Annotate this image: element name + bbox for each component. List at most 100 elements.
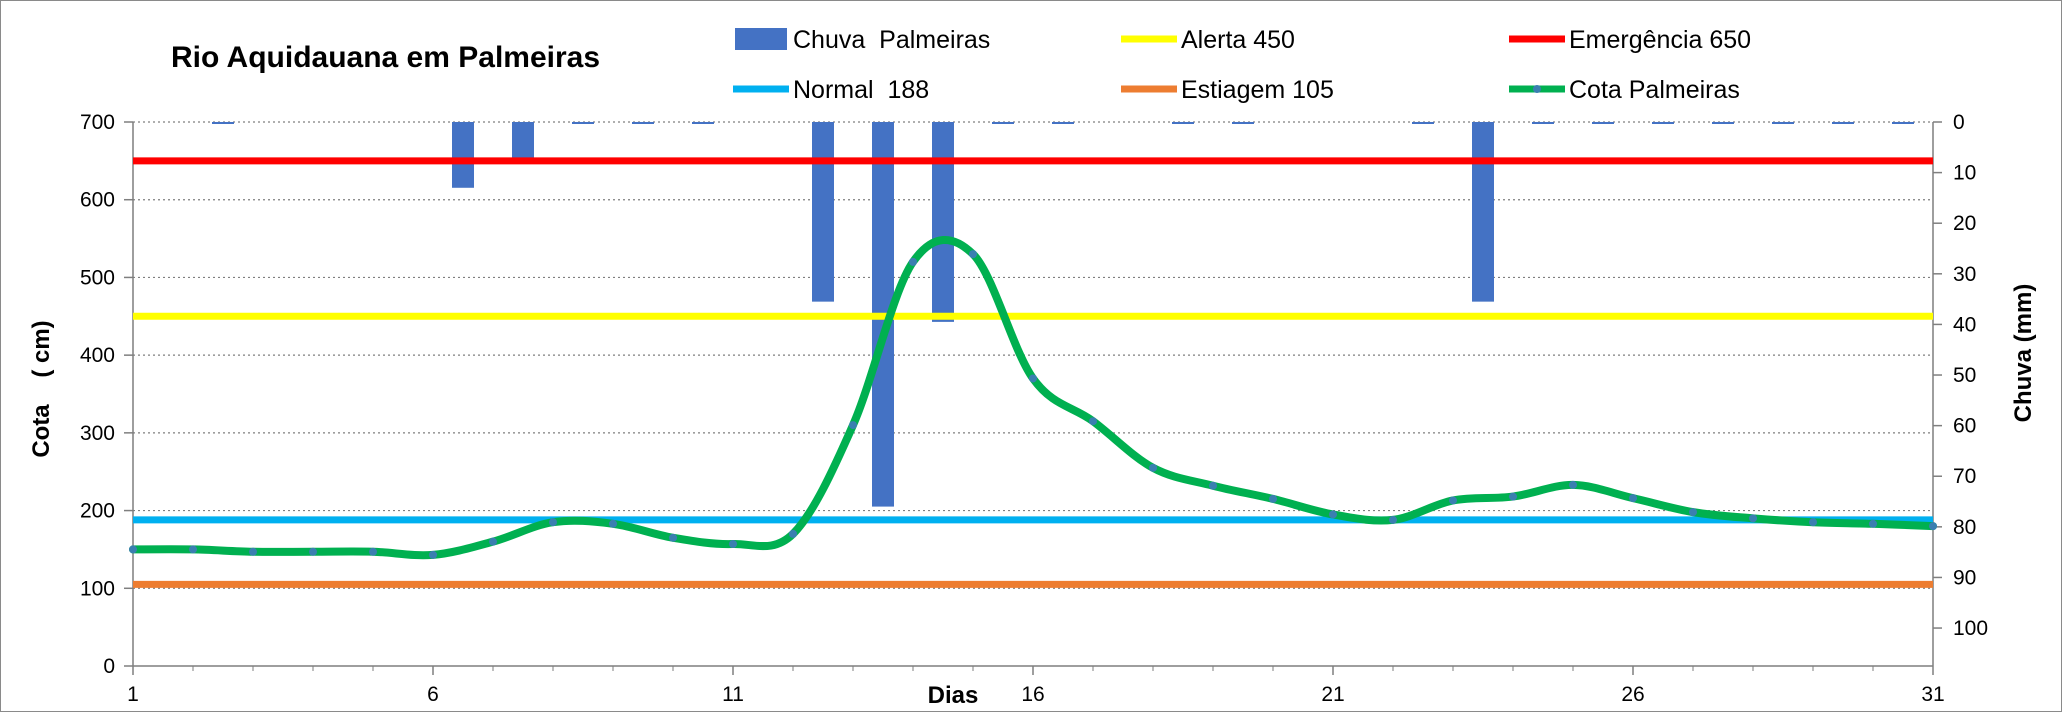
y-right-tick-label: 70 (1953, 465, 1976, 488)
y-left-tick-label: 500 (80, 266, 115, 289)
level-line (129, 236, 1937, 560)
rain-bar (1712, 122, 1734, 124)
legend-item-cota: Cota Palmeiras (1509, 76, 1740, 104)
y-left-tick-label: 0 (103, 655, 115, 678)
rain-bar (1472, 122, 1494, 302)
y-right-axis-title: Chuva (mm) (2010, 284, 2037, 423)
rain-bar (512, 122, 534, 160)
level-point (249, 547, 257, 556)
level-point (1029, 374, 1037, 383)
grid-layer (133, 121, 1933, 589)
legend-item-estiagem: Estiagem 105 (1121, 76, 1334, 104)
x-tick-label: 6 (427, 683, 439, 706)
rain-bar (932, 122, 954, 322)
legend-swatch-chuva (735, 28, 787, 50)
level-point (129, 545, 137, 554)
rain-bar (692, 122, 714, 124)
level-point (969, 250, 977, 259)
y-right-tick-label: 100 (1953, 617, 1988, 640)
level-point (309, 547, 317, 556)
level-point (1689, 508, 1697, 517)
level-point (189, 545, 197, 554)
level-point (1389, 515, 1397, 524)
y-right-tick-label: 40 (1953, 313, 1976, 336)
rain-bar (212, 122, 234, 124)
y-left-tick-label: 200 (80, 500, 115, 523)
y-right-tick-label: 30 (1953, 263, 1976, 286)
axis-layer (124, 121, 1942, 675)
rain-bar (1532, 122, 1554, 124)
rain-bar (632, 122, 654, 124)
rain-bar (1412, 122, 1434, 124)
y-right-tick-label: 10 (1953, 162, 1976, 185)
legend-item-alerta: Alerta 450 (1121, 26, 1295, 54)
level-point (1629, 494, 1637, 503)
level-point (369, 547, 377, 556)
legend-label-cota: Cota Palmeiras (1569, 76, 1740, 104)
level-point (1149, 463, 1157, 472)
y-right-tick-label: 0 (1953, 111, 1965, 134)
level-point (729, 539, 737, 548)
legend-label-normal: Normal 188 (793, 76, 929, 104)
y-right-tick-label: 50 (1953, 364, 1976, 387)
level-point (429, 550, 437, 559)
rain-bar (992, 122, 1014, 124)
y-left-tick-label: 700 (80, 111, 115, 134)
level-point (1089, 417, 1097, 426)
y-left-tick-label: 100 (80, 577, 115, 600)
rain-bar (1172, 122, 1194, 124)
level-point (1449, 496, 1457, 505)
rain-bar (812, 122, 834, 302)
reference-lines (133, 157, 1933, 588)
y-right-tick-label: 90 (1953, 566, 1976, 589)
rain-bar (1892, 122, 1914, 124)
x-axis-title: Dias (928, 682, 979, 709)
tick-labels: 0 100 200 300 400 500 600 700 0 10 20 30 40 50 60 70 80 9… (80, 111, 1988, 706)
rain-bar (1232, 122, 1254, 124)
level-point (1329, 510, 1337, 519)
x-tick-label: 16 (1021, 683, 1044, 706)
x-tick-label: 26 (1621, 683, 1644, 706)
rain-bar (1832, 122, 1854, 124)
level-point (1929, 522, 1937, 531)
chart-title: Rio Aquidauana em Palmeiras (171, 41, 600, 74)
level-point (1269, 494, 1277, 503)
level-point (849, 421, 857, 430)
legend-label-alerta: Alerta 450 (1181, 26, 1295, 54)
level-point (909, 257, 917, 266)
y-left-axis-title: Cota ( cm) (28, 320, 55, 457)
x-tick-label: 11 (722, 683, 744, 706)
legend-item-chuva: Chuva Palmeiras (735, 26, 990, 54)
level-point (1869, 519, 1877, 528)
level-point (669, 533, 677, 542)
legend-label-emergencia: Emergência 650 (1569, 26, 1751, 54)
legend-label-chuva: Chuva Palmeiras (793, 26, 990, 54)
y-left-tick-label: 400 (80, 344, 115, 367)
y-right-tick-label: 20 (1953, 212, 1976, 235)
level-point (609, 519, 617, 528)
y-right-tick-label: 60 (1953, 415, 1976, 438)
legend-label-estiagem: Estiagem 105 (1181, 76, 1334, 104)
level-series-line (129, 236, 1937, 560)
level-point (489, 537, 497, 546)
x-tick-label: 21 (1321, 683, 1344, 706)
rain-bar (1652, 122, 1674, 124)
level-point (1809, 518, 1817, 527)
x-tick-label: 31 (1921, 683, 1944, 706)
y-left-tick-label: 600 (80, 189, 115, 212)
x-tick-label: 1 (127, 683, 139, 706)
rain-bar (452, 122, 474, 188)
y-right-tick-label: 80 (1953, 516, 1976, 539)
legend: Chuva Palmeiras Alerta 450 Emergência 65… (733, 26, 1751, 104)
level-point (789, 529, 797, 538)
rain-bar (1052, 122, 1074, 124)
level-point (1509, 492, 1517, 501)
level-point (1209, 481, 1217, 490)
legend-item-emergencia: Emergência 650 (1509, 26, 1751, 54)
level-point (1569, 480, 1577, 489)
level-point (1749, 514, 1757, 523)
y-left-tick-label: 300 (80, 422, 115, 445)
rain-bar (1592, 122, 1614, 124)
